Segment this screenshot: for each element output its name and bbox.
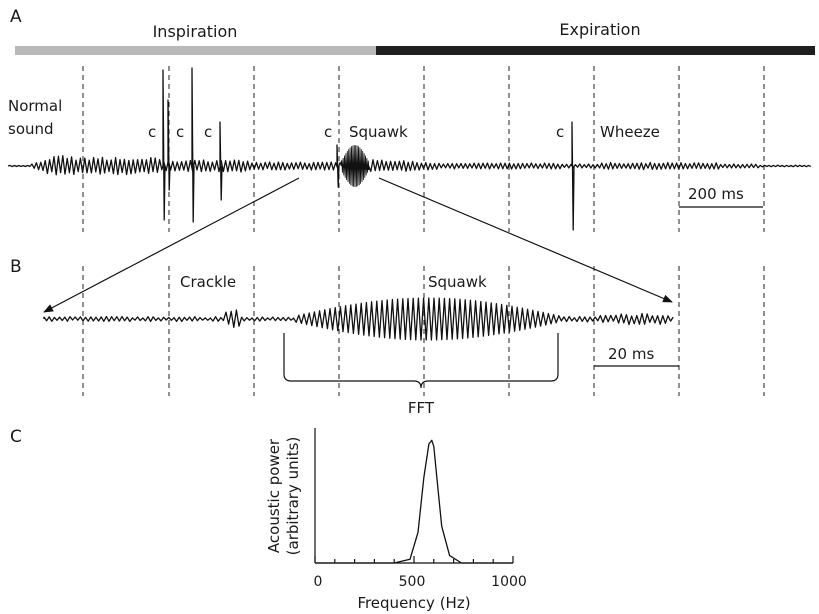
panel-label-c: C: [10, 427, 22, 447]
spectrum-series-line: [315, 439, 513, 564]
panel-a-crackle-spikes: [162, 67, 575, 231]
normal-sound-label-line2: sound: [8, 120, 54, 138]
panel-b-time-grid: [82, 266, 765, 396]
zoom-arrow-left: [43, 177, 300, 313]
panel-a-waveform: [7, 155, 812, 176]
fft-bracket: [283, 333, 559, 389]
panel-a-time-grid: [82, 66, 765, 232]
crackle-mark-1: c: [148, 123, 156, 141]
crackle-mark-3: c: [204, 123, 212, 141]
panel-b-waveform: [43, 297, 674, 341]
expiration-label: Expiration: [559, 20, 640, 39]
x-tick-label-500: 500: [399, 574, 426, 590]
wheeze-label: Wheeze: [600, 123, 660, 141]
normal-sound-label-line1: Normal: [8, 97, 62, 115]
spectrum-plot: [314, 428, 514, 564]
squawk-label-b: Squawk: [428, 273, 487, 291]
y-axis-title-line1: Acoustic power: [265, 438, 283, 553]
panel-label-b: B: [10, 257, 22, 277]
crackle-mark-5: c: [556, 123, 564, 141]
crackle-mark-4: c: [324, 123, 332, 141]
x-tick-label-1000: 1000: [491, 574, 527, 590]
crackle-spike: [571, 121, 575, 231]
fft-label: FFT: [408, 399, 435, 417]
inspiration-bar: [15, 46, 376, 55]
panel-label-a: A: [10, 7, 22, 27]
crackle-spike: [167, 99, 171, 191]
x-tick-label-0: 0: [314, 574, 323, 590]
y-axis-title-line2: (arbitrary units): [284, 437, 302, 556]
inspiration-label: Inspiration: [153, 22, 238, 41]
spectrum-x-ticks: [314, 556, 514, 563]
crackle-label-b: Crackle: [180, 273, 236, 291]
crackle-mark-2: c: [176, 123, 184, 141]
panel-a-squawk-burst: [340, 145, 370, 188]
zoom-arrow-right: [378, 177, 673, 303]
crackle-spike: [336, 144, 340, 188]
x-axis-title: Frequency (Hz): [357, 594, 470, 612]
expiration-bar: [376, 46, 815, 55]
crackle-spike: [219, 121, 223, 201]
panel-b-scale-label: 20 ms: [608, 345, 654, 363]
squawk-label-a: Squawk: [349, 123, 408, 141]
panel-a-scale-label: 200 ms: [688, 185, 744, 203]
crackle-spike: [191, 67, 195, 223]
crackle-spike: [162, 69, 166, 221]
